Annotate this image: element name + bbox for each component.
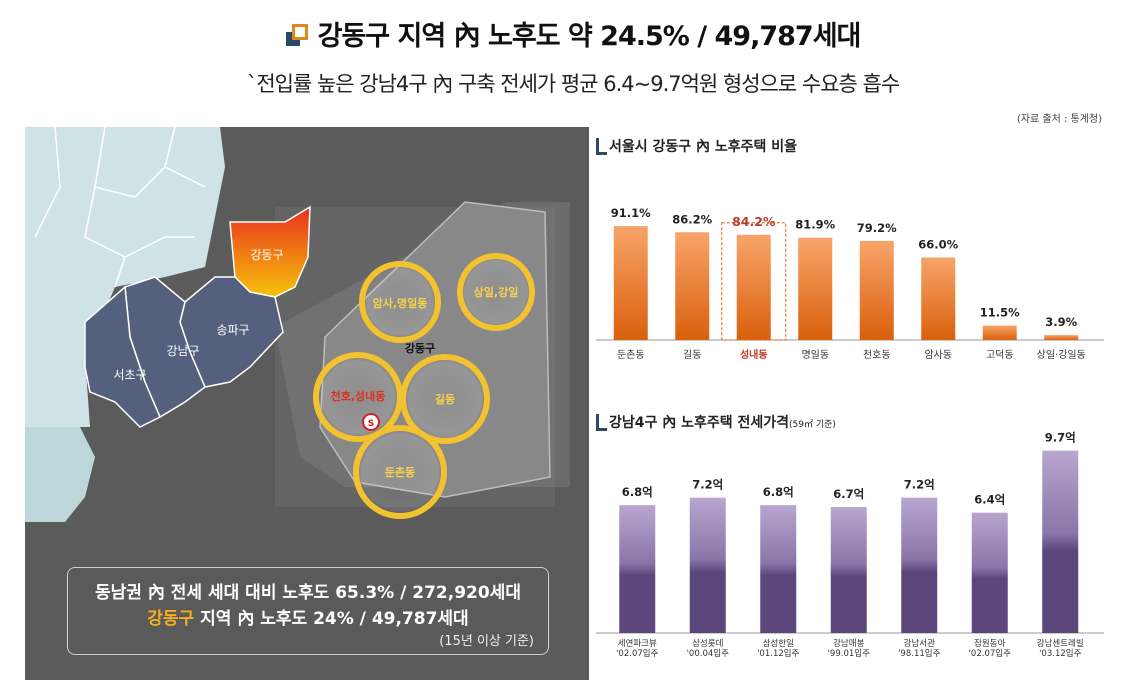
chart1-bar-3 bbox=[798, 237, 833, 340]
chart2-category-label-5: 잠원동아 '02.07입주 bbox=[969, 638, 1011, 659]
chart2-title-text: 강남4구 內 노후주택 전세가격 bbox=[609, 415, 790, 431]
chart2-bar-0 bbox=[619, 505, 656, 633]
chart1-category-label-6: 고덕동 bbox=[986, 349, 1014, 361]
chart1-bar-2 bbox=[736, 234, 771, 340]
chart1-value-label-3: 81.9% bbox=[795, 218, 835, 232]
chart2-value-label-0: 6.8억 bbox=[622, 485, 653, 499]
chart2-value-label-6: 9.7억 bbox=[1045, 431, 1076, 445]
chart2-category-label-6: 강남센트레빌 '03.12입주 bbox=[1037, 638, 1084, 659]
chart1-category-label-1: 길동 bbox=[683, 348, 701, 361]
chart1-highlight-box bbox=[721, 222, 787, 341]
chart2-note: (59㎡ 기준) bbox=[789, 420, 836, 430]
chart1-value-label-6: 11.5% bbox=[980, 306, 1020, 320]
chart2-value-label-3: 6.7억 bbox=[833, 487, 864, 501]
stats-box: 동남권 內 전세 세대 대비 노후도 65.3% / 272,920세대 강동구… bbox=[67, 567, 549, 655]
chart1-category-label-7: 상일·강일동 bbox=[1037, 349, 1086, 361]
chart2-title: 강남4구 內 노후주택 전세가격(59㎡ 기준) bbox=[596, 412, 836, 432]
chart1-category-label-4: 천호동 bbox=[863, 349, 891, 361]
logo-icon bbox=[285, 24, 308, 46]
chart2-bar-3 bbox=[830, 507, 867, 633]
stats-line-2: 강동구 지역 內 노후도 24% / 49,787세대 bbox=[68, 604, 548, 629]
chart2-category-label-3: 강남매봉 '99.01입주 bbox=[828, 638, 870, 659]
page-subtitle: `전입률 높은 강남4구 內 구축 전세가 평균 6.4~9.7억원 형성으로 … bbox=[246, 72, 900, 96]
chart2-bar-1 bbox=[689, 497, 726, 633]
zone-label-amsa: 암사,명일동 bbox=[373, 296, 428, 310]
bracket-icon bbox=[596, 138, 607, 155]
chart1-value-label-1: 86.2% bbox=[672, 212, 712, 226]
chart1-value-label-7: 3.9% bbox=[1045, 315, 1077, 329]
chart1-bar-5 bbox=[921, 257, 956, 340]
stats-line-2-rest: 지역 內 노후도 24% / 49,787세대 bbox=[194, 609, 469, 629]
chart2-value-label-5: 6.4억 bbox=[974, 493, 1005, 507]
zone-circle-amsa: 암사,명일동 bbox=[359, 261, 441, 343]
chart2-category-label-4: 강남서관 '98.11입주 bbox=[898, 638, 940, 659]
map-center-label: 강동구 bbox=[405, 341, 435, 355]
chart2-bar-4 bbox=[901, 497, 938, 633]
chart1-category-label-3: 명일동 bbox=[801, 349, 829, 361]
zone-label-cheonho: 천호,성내동 bbox=[331, 389, 386, 403]
zone-circle-sangil: 상일,강일 bbox=[457, 253, 535, 331]
bracket-icon bbox=[596, 414, 607, 431]
west-water bbox=[25, 427, 95, 522]
chart1-value-label-2: 84.2% bbox=[732, 214, 776, 229]
station-marker-icon: S bbox=[362, 413, 380, 431]
north-district-borders bbox=[34, 127, 206, 288]
zone-circle-dunchon: 둔촌동 bbox=[353, 425, 447, 519]
map-label-gangdong: 강동구 bbox=[250, 248, 283, 262]
chart1-value-label-5: 66.0% bbox=[918, 238, 958, 252]
chart2-bar-2 bbox=[760, 505, 797, 633]
chart1-bar-7 bbox=[1044, 335, 1079, 340]
chart1-value-label-0: 91.1% bbox=[611, 206, 651, 220]
seoul-north-region bbox=[25, 127, 225, 427]
chart2-value-label-4: 7.2억 bbox=[904, 478, 935, 492]
chart2-category-label-1: 삼성롯데 '00.04입주 bbox=[687, 638, 729, 659]
chart1-category-label-5: 암사동 bbox=[924, 349, 952, 361]
zone-circle-cheonho: 천호,성내동 bbox=[313, 352, 403, 442]
stats-highlight: 강동구 bbox=[147, 609, 195, 629]
stats-footnote: (15년 이상 기준) bbox=[439, 634, 534, 649]
chart2-bar-5 bbox=[971, 512, 1008, 633]
zone-label-sangil: 상일,강일 bbox=[474, 285, 519, 299]
map-graphic: 강동구 송파구 강남구 서초구 암사,명일동 상일,강일 강동구 천호,성내동 … bbox=[25, 127, 589, 680]
source-note: (자료 출처 : 통계청) bbox=[1016, 114, 1102, 125]
svg-text:S: S bbox=[368, 419, 374, 429]
chart1-category-label-0: 둔촌동 bbox=[617, 349, 645, 361]
chart1-bar-4 bbox=[859, 241, 894, 340]
map-label-seocho: 서초구 bbox=[113, 368, 146, 382]
zone-circle-gildong: 길동 bbox=[400, 354, 490, 444]
chart1-bar-6 bbox=[982, 325, 1017, 340]
chart1-bar-1 bbox=[675, 232, 710, 340]
chart2-category-label-0: 세연파크뷰 '02.07입주 bbox=[616, 639, 658, 659]
chart2-value-label-1: 7.2억 bbox=[692, 478, 723, 492]
map-label-songpa: 송파구 bbox=[216, 323, 249, 337]
chart1-value-label-4: 79.2% bbox=[857, 221, 897, 235]
zone-label-gildong: 길동 bbox=[435, 393, 455, 406]
district-map: 강동구 송파구 강남구 서초구 암사,명일동 상일,강일 강동구 천호,성내동 … bbox=[25, 127, 589, 680]
map-label-gangnam: 강남구 bbox=[166, 344, 199, 358]
chart2-category-label-2: 삼성한일 '01.12입주 bbox=[757, 638, 799, 659]
zone-label-dunchon: 둔촌동 bbox=[385, 465, 415, 479]
stats-line-1: 동남권 內 전세 세대 대비 노후도 65.3% / 272,920세대 bbox=[95, 583, 521, 603]
page-title: 강동구 지역 內 노후도 약 24.5% / 49,787세대 bbox=[0, 14, 1146, 53]
page-title-text: 강동구 지역 內 노후도 약 24.5% / 49,787세대 bbox=[317, 21, 862, 52]
chart2-bar-6 bbox=[1042, 450, 1079, 633]
chart1-title-text: 서울시 강동구 內 노후주택 비율 bbox=[609, 139, 798, 155]
chart1-category-label-2: 성내동 bbox=[740, 348, 768, 361]
chart1-title: 서울시 강동구 內 노후주택 비율 bbox=[596, 136, 797, 156]
chart2-value-label-2: 6.8억 bbox=[763, 485, 794, 499]
seocho-gu-area bbox=[84, 285, 161, 428]
chart1-svg: 91.1% 둔촌동 86.2% 길동 84.2% 성내동 81.9% 명일동 79.2% 천호동 6… bbox=[596, 206, 1104, 361]
chart1-bar-0 bbox=[613, 226, 648, 340]
